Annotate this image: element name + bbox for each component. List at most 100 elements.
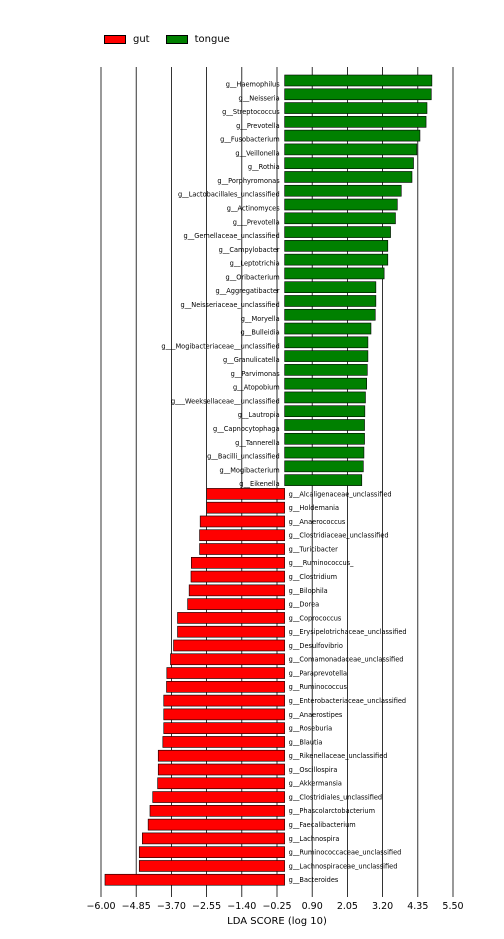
x-tick-label: −4.85 (122, 901, 151, 912)
bar-label-tongue: g__Lautropia (238, 411, 280, 419)
bar-label-gut: g__Turicibacter (289, 545, 338, 553)
bar-tongue (284, 171, 413, 183)
bar-tongue (284, 143, 418, 156)
bar-tongue (284, 267, 385, 280)
bar-gut (104, 873, 285, 886)
bar-tongue (284, 446, 365, 459)
bar-tongue (284, 350, 369, 362)
bar-tongue (284, 474, 363, 486)
legend-swatch-tongue (165, 35, 188, 44)
legend-label-gut: gut (133, 34, 150, 45)
legend-swatch-gut (104, 35, 126, 44)
bar-gut (190, 556, 285, 569)
bar-tongue (284, 240, 389, 252)
bar-label-tongue: g__Bulleidia (241, 329, 280, 337)
bar-gut (157, 763, 285, 776)
bar-label-tongue: g__Veillonella (235, 149, 279, 157)
bar-gut (138, 846, 285, 858)
bar-label-tongue: g__Atopobium (233, 384, 280, 392)
bar-label-gut: g__Enterobacteriaceae_unclassified (289, 697, 406, 705)
bar-gut (157, 777, 285, 790)
bar-label-gut: g__Coprococcus (289, 614, 342, 622)
bar-label-tongue: g__Tannerella (235, 439, 280, 447)
bar-label-tongue: g__Neisseriaceae_unclassified (180, 301, 279, 309)
bar-label-gut: g__Bacteroides (289, 876, 339, 884)
bar-label-tongue: g__Aggregatibacter (216, 287, 280, 295)
bar-label-gut: g__Dorea (289, 601, 320, 609)
bar-gut (149, 805, 285, 817)
bar-gut (188, 584, 285, 597)
bar-label-tongue: g__Mogibacterium (219, 466, 279, 474)
bar-label-tongue: g__Actinomyces (227, 205, 280, 213)
bar-label-tongue: g__Gemellaceae_unclassified (183, 232, 279, 240)
bar-label-tongue: g___Weeksellaceae__unclassified (171, 397, 280, 405)
x-tick-label: −0.25 (262, 901, 291, 912)
bar-gut (166, 681, 285, 693)
legend-item-gut: gut (104, 34, 150, 45)
bar-label-tongue: g__Bacilli_unclassified (207, 453, 280, 461)
bar-tongue (284, 377, 367, 390)
bar-gut (173, 639, 285, 652)
bar-gut (142, 832, 285, 845)
bar-label-gut: g__Clostridiaceae_unclassified (289, 532, 389, 540)
bar-gut (206, 501, 285, 514)
bar-label-tongue: g__Porphyromonas (217, 177, 280, 185)
bar-tongue (284, 212, 396, 225)
bar-label-tongue: g__Eikenella (239, 480, 279, 488)
bar-label-gut: g__Lachnospira (289, 835, 340, 843)
bar-gut (138, 860, 285, 872)
bar-tongue (284, 184, 402, 197)
bar-gut (163, 708, 285, 721)
legend-item-tongue: tongue (165, 34, 230, 45)
x-tick-label: 2.05 (337, 901, 358, 912)
bar-label-tongue: g__Parvimonas (231, 370, 281, 378)
bar-tongue (284, 198, 398, 211)
bar-gut (163, 694, 285, 707)
bar-tongue (284, 116, 427, 128)
bar-gut (157, 749, 285, 762)
bar-gut (162, 736, 285, 748)
bar-label-tongue: g__Fusobacterium (220, 136, 280, 144)
x-tick-label: 3.20 (372, 901, 393, 912)
bar-tongue (284, 281, 377, 294)
chart-legend: gut tongue (104, 34, 246, 45)
x-tick-label: 4.35 (407, 901, 428, 912)
bar-gut (163, 722, 285, 734)
bar-label-tongue: g__Moryella (241, 315, 280, 323)
x-tick-label: 0.90 (302, 901, 323, 912)
x-tick-label: −3.70 (157, 901, 186, 912)
bar-label-gut: g__Akkermansia (289, 780, 342, 788)
bar-gut (206, 488, 285, 500)
bar-label-gut: g__Oscillospira (289, 766, 338, 774)
bar-label-gut: g___Ruminococcus_ (289, 559, 355, 567)
bar-tongue (284, 322, 372, 335)
bar-gut (199, 529, 285, 542)
bar-label-gut: g__Holdemania (289, 504, 339, 512)
bar-gut (177, 625, 285, 638)
bar-label-gut: g__Paraprevotella (289, 669, 347, 677)
bar-label-tongue: g__Lactobacillales_unclassified (178, 191, 280, 199)
bar-label-tongue: g___Mogibacteriaceae__unclassified (161, 342, 279, 350)
x-tick-label: −1.40 (227, 901, 256, 912)
bar-tongue (284, 391, 366, 404)
bar-gut (190, 570, 285, 583)
bar-label-gut: g__Ruminococcus (289, 683, 348, 691)
bar-gut (199, 515, 285, 528)
bar-label-gut: g__Faecalibacterium (289, 821, 356, 829)
bar-label-tongue: g__Leptotrichia (230, 260, 280, 268)
bar-label-tongue: g__Rothia (248, 163, 280, 171)
bar-label-tongue: g__Oribacterium (225, 273, 279, 281)
bar-tongue (284, 253, 389, 266)
bar-tongue (284, 226, 391, 238)
bar-tongue (284, 74, 433, 87)
bar-gut (187, 598, 285, 610)
bar-gut (177, 612, 285, 624)
bar-label-gut: g__Clostridium (289, 573, 337, 581)
bar-gut (166, 667, 285, 679)
x-tick-label: −6.00 (86, 901, 115, 912)
bar-tongue (284, 88, 432, 101)
bar-gut (147, 818, 285, 831)
bar-label-tongue: g__Neisseria (239, 94, 280, 102)
bar-label-tongue: g__Capnocytophaga (213, 425, 280, 433)
